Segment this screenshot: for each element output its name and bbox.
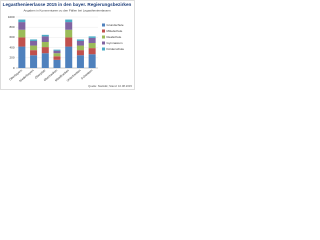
y-tick-label: 0	[13, 66, 15, 70]
bar-segment	[88, 54, 96, 68]
bar-segment	[53, 53, 61, 57]
y-tick-label: 200	[9, 56, 14, 60]
bar-segment	[30, 39, 38, 41]
bar-segment	[76, 55, 84, 68]
y-tick-label: 800	[9, 25, 14, 29]
legend-swatch	[102, 47, 105, 51]
bar-segment	[53, 50, 61, 54]
bar-segment	[41, 34, 49, 37]
bar-segment	[65, 29, 73, 38]
bar-segment	[53, 59, 61, 68]
bar-segment	[76, 39, 84, 41]
bar-segment	[88, 36, 96, 38]
bar-segment	[76, 50, 84, 56]
legend-label: Grundschule	[107, 23, 124, 27]
x-tick-label: Oberpfalz	[34, 68, 47, 80]
bar-segment	[30, 50, 38, 56]
bar-segment	[18, 19, 26, 23]
legend-swatch	[102, 23, 105, 27]
legend-label: Förderschule	[107, 47, 125, 51]
bar-segment	[53, 49, 61, 51]
y-tick-label: 400	[9, 45, 14, 49]
bar-segment	[18, 37, 26, 47]
chart-subtitle: Angaben in Kommentaren zu den Fällen bei…	[23, 8, 110, 12]
bar-segment	[65, 19, 73, 23]
legend-swatch	[102, 35, 105, 39]
bar-segment	[30, 55, 38, 68]
bar-segment	[41, 47, 49, 54]
y-tick-label: 1000	[8, 15, 15, 19]
bar-segment	[65, 46, 73, 68]
source: Quelle: Statistik; Stand: 10.08.2015	[88, 84, 132, 88]
bar-segment	[88, 37, 96, 44]
legend-swatch	[102, 29, 105, 33]
bar-segment	[41, 36, 49, 42]
y-tick-label: 600	[9, 35, 14, 39]
bar-segment	[65, 37, 73, 47]
bar-segment	[18, 46, 26, 68]
bar-segment	[18, 22, 26, 30]
bar-segment	[41, 41, 49, 48]
bar-segment	[88, 48, 96, 55]
bar-segment	[76, 45, 84, 51]
bar-segment	[76, 40, 84, 46]
bar-segment	[18, 29, 26, 38]
bar-segment	[65, 22, 73, 30]
bar-segment	[30, 40, 38, 46]
legend-label: Gymnasium	[107, 41, 124, 45]
bar-segment	[41, 53, 49, 68]
legend-swatch	[102, 41, 105, 45]
legend-label: Realschule	[107, 35, 122, 39]
chart: Legasthenieerlasse 2015 in den bayer. Re…	[0, 0, 135, 90]
legend-label: Mittelschule	[107, 29, 123, 33]
chart-title: Legasthenieerlasse 2015 in den bayer. Re…	[3, 2, 132, 7]
bar-segment	[88, 43, 96, 49]
bar-segment	[30, 45, 38, 51]
bar-segment	[53, 56, 61, 60]
